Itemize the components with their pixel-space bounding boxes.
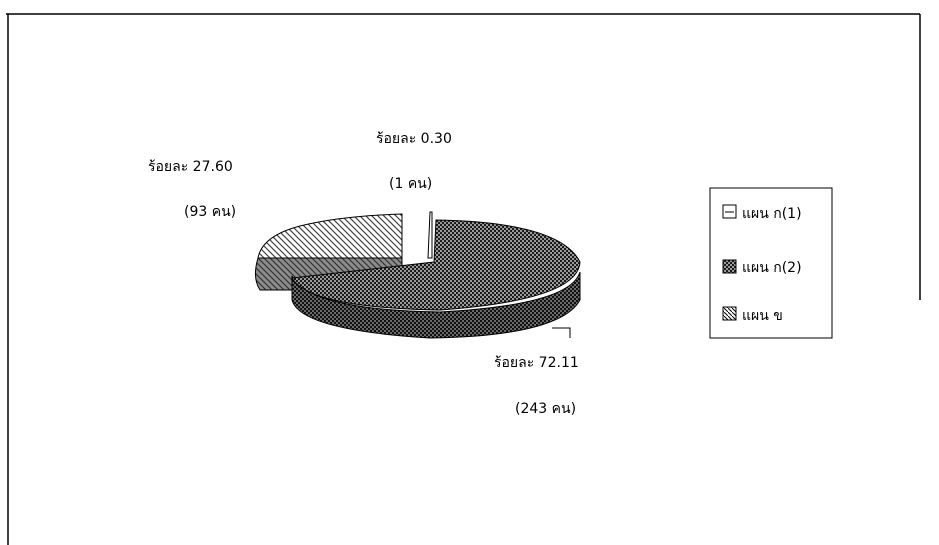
label-plan-b-percent: ร้อยละ 27.60: [148, 159, 233, 175]
slice-plan-a1: [427, 211, 433, 259]
legend-label-plan-a1: แผน ก(1): [742, 206, 802, 222]
legend-swatch-plan-b: [722, 306, 737, 321]
label-plan-a2-count: (243 คน): [515, 401, 576, 417]
legend-entry-plan-a2: แผน ก(2): [722, 259, 802, 276]
label-plan-a1-percent: ร้อยละ 0.30: [376, 131, 452, 147]
legend-entry-plan-a1: แผน ก(1): [722, 204, 802, 222]
label-plan-b-count: (93 คน): [184, 204, 236, 220]
slice-plan-a2: [291, 219, 581, 339]
legend-swatch-plan-a2: [722, 259, 737, 274]
legend-label-plan-a2: แผน ก(2): [742, 260, 802, 276]
label-plan-a2-percent: ร้อยละ 72.11: [494, 355, 579, 371]
legend: แผน ก(1) แผน ก(2) แผน ข: [709, 187, 833, 339]
label-plan-a1-count: (1 คน): [389, 176, 432, 192]
legend-label-plan-b: แผน ข: [742, 308, 783, 324]
legend-entry-plan-b: แผน ข: [722, 306, 783, 324]
